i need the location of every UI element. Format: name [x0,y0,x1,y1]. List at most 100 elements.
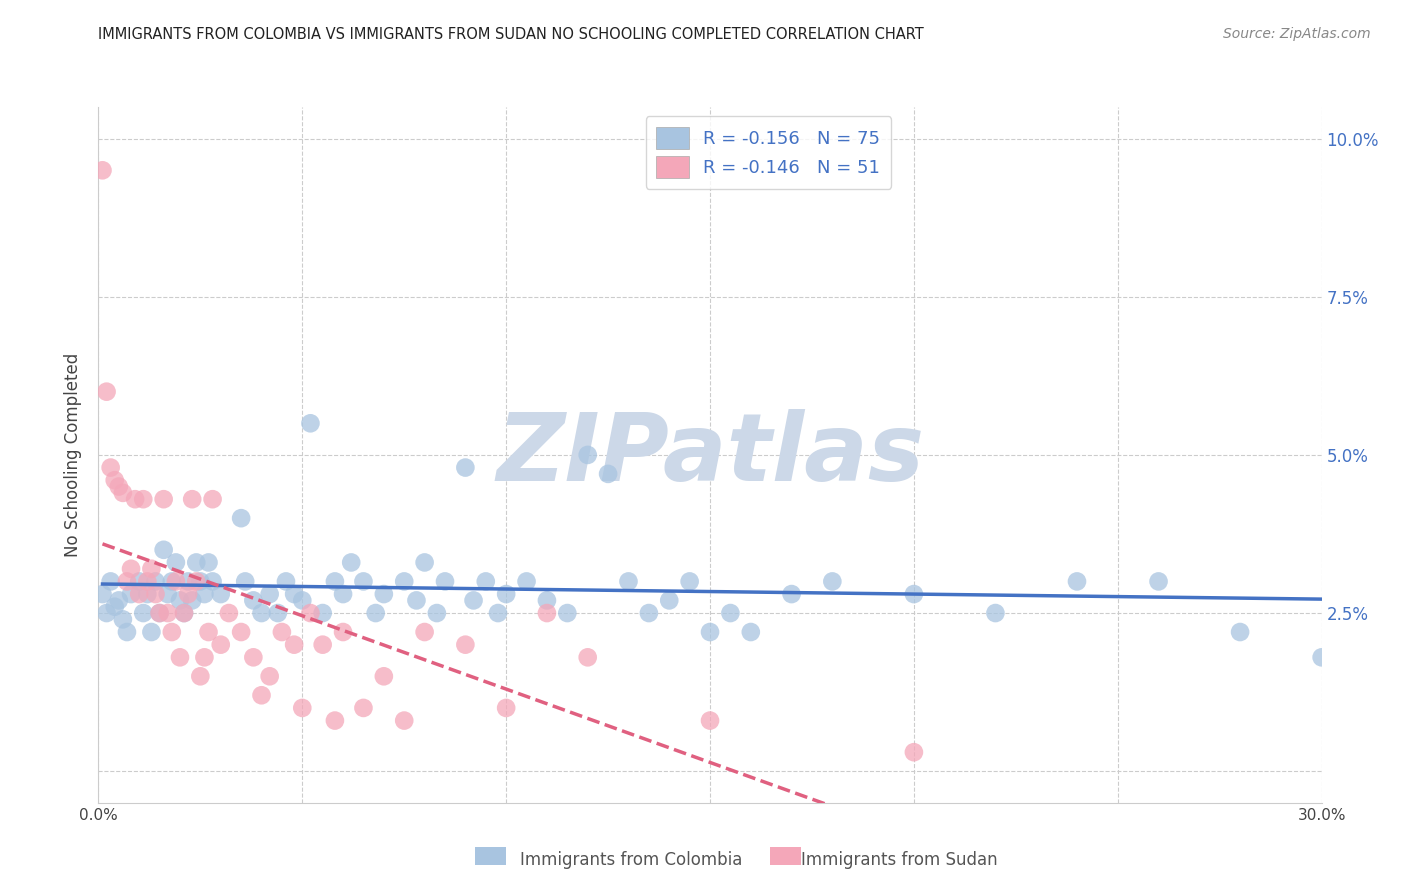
Text: Source: ZipAtlas.com: Source: ZipAtlas.com [1223,27,1371,41]
Point [111,612,134,626]
Point [486,606,509,620]
Point [780,587,803,601]
Point [283,638,305,652]
Point [454,638,477,652]
Point [231,625,253,640]
Point [156,587,179,601]
Point [332,587,354,601]
Point [96,384,118,399]
Point [312,638,335,652]
Point [1310,650,1333,665]
Point [352,701,374,715]
Point [679,574,702,589]
Point [454,460,477,475]
Point [197,556,219,570]
Point [149,606,172,620]
Point [186,556,208,570]
Point [259,587,281,601]
Point [100,574,122,589]
Point [463,593,485,607]
Point [267,606,290,620]
Point [108,479,131,493]
Point [699,714,721,728]
Point [96,606,118,620]
Point [536,606,558,620]
Point [299,417,322,431]
Point [209,587,232,601]
Point [173,606,195,620]
Point [136,574,159,589]
Point [392,574,416,589]
Point [233,574,256,589]
Text: IMMIGRANTS FROM COLOMBIA VS IMMIGRANTS FROM SUDAN NO SCHOOLING COMPLETED CORRELA: IMMIGRANTS FROM COLOMBIA VS IMMIGRANTS F… [98,27,924,42]
Point [638,606,661,620]
Point [250,606,273,620]
Point [193,587,215,601]
Point [392,714,416,728]
Point [177,587,200,601]
Point [576,650,599,665]
Point [340,556,363,570]
Text: Immigrants from Colombia: Immigrants from Colombia [520,851,742,869]
Point [104,473,127,487]
Point [128,587,150,601]
Point [124,492,146,507]
Point [352,574,374,589]
Point [557,606,579,620]
Point [516,574,538,589]
Point [132,606,155,620]
Point [145,574,167,589]
Text: Immigrants from Sudan: Immigrants from Sudan [801,851,998,869]
Point [495,587,517,601]
Point [152,492,174,507]
Point [188,669,212,683]
Point [984,606,1007,620]
Point [111,486,134,500]
Point [231,511,253,525]
Y-axis label: No Schooling Completed: No Schooling Completed [65,353,83,557]
Point [108,593,131,607]
Point [197,625,219,640]
Point [1066,574,1088,589]
Point [250,688,273,702]
Point [426,606,449,620]
Point [165,574,187,589]
Point [173,606,195,620]
Point [259,669,281,683]
Point [373,587,395,601]
Point [100,460,122,475]
Point [658,593,681,607]
Point [903,587,925,601]
Point [291,701,314,715]
Point [495,701,517,715]
Point [218,606,240,620]
Point [536,593,558,607]
Point [132,492,155,507]
Legend: R = -0.156   N = 75, R = -0.146   N = 51: R = -0.156 N = 75, R = -0.146 N = 51 [645,116,891,189]
Point [283,587,305,601]
Point [474,574,498,589]
Text: ZIPatlas: ZIPatlas [496,409,924,501]
Point [699,625,721,640]
Point [149,606,172,620]
Point [434,574,457,589]
Point [617,574,640,589]
Point [821,574,844,589]
Point [193,650,215,665]
Point [299,606,322,620]
Point [188,574,212,589]
Point [1147,574,1170,589]
Point [576,448,599,462]
Point [291,593,314,607]
Point [169,593,191,607]
Point [141,562,163,576]
Point [274,574,297,589]
Point [1229,625,1251,640]
Point [209,638,232,652]
Point [201,574,224,589]
Point [903,745,925,759]
Point [598,467,620,481]
Point [364,606,387,620]
Point [136,587,159,601]
Point [201,492,224,507]
